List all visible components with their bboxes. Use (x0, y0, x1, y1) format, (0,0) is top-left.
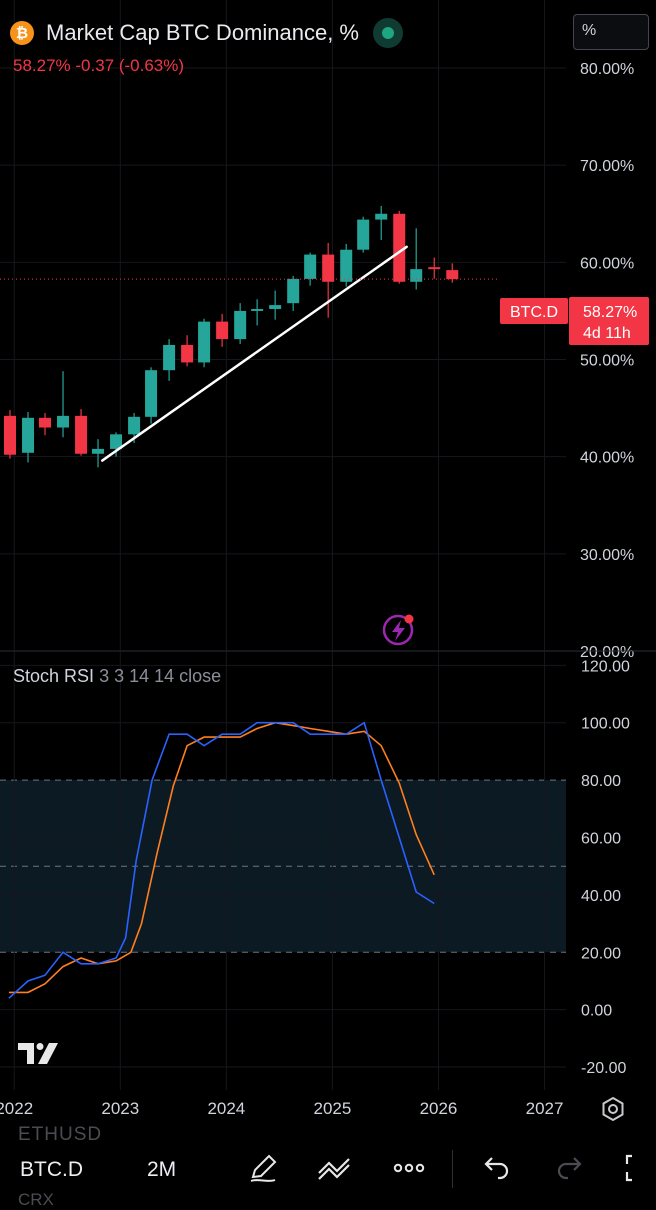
price-axis[interactable]: 80.00% 70.00% 60.00% 50.00% 40.00% 30.00% 20.0… (580, 61, 634, 661)
candle (22, 411, 35, 463)
price-tag (569, 297, 649, 345)
candle (251, 299, 264, 326)
time-tick-label: 2024 (207, 1099, 245, 1118)
candle (428, 257, 441, 279)
fullscreen-icon[interactable] (622, 1150, 656, 1186)
price-candles (4, 205, 459, 468)
settings-icon[interactable] (600, 1096, 626, 1122)
candle (198, 318, 211, 368)
trendline-drawing[interactable] (101, 245, 408, 462)
candle (269, 290, 282, 320)
candle (375, 205, 388, 240)
candle (4, 410, 16, 459)
price-tag-countdown: 4d 11h (583, 325, 631, 342)
stoch-lines (8, 721, 435, 999)
scale-button[interactable]: % (573, 14, 649, 50)
time-tick-label: 2022 (0, 1099, 33, 1118)
price-tick-label: 60.00% (580, 255, 634, 272)
price-tick-label: 40.00% (580, 450, 634, 467)
price-grid (0, 0, 566, 652)
candle (393, 210, 406, 284)
candle (234, 303, 247, 344)
indicator-tick-label: 80.00 (581, 773, 621, 790)
indicator-legend[interactable]: Stoch RSI 3 3 14 14 close (13, 666, 221, 687)
symbol-tag (500, 298, 568, 324)
redo-icon[interactable] (552, 1150, 588, 1186)
interval-button[interactable]: 2M (147, 1158, 177, 1181)
candle (340, 243, 353, 287)
price-tick-label: 80.00% (580, 61, 634, 78)
candle (357, 216, 370, 253)
price-tick-label: 20.00% (580, 644, 634, 661)
price-tick-label: 50.00% (580, 353, 634, 370)
candle (92, 439, 105, 468)
candle (39, 412, 51, 436)
candle (446, 263, 459, 283)
trendline[interactable] (101, 245, 408, 462)
pencil-icon[interactable] (245, 1150, 281, 1186)
candle (163, 339, 176, 381)
peek-symbol-above: ETHUSD (18, 1124, 103, 1145)
time-tick-label: 2023 (101, 1099, 139, 1118)
peek-symbol-below: CRX (18, 1190, 54, 1209)
stoch-band-fill (0, 780, 566, 953)
candle (57, 371, 70, 438)
symbol-tag-text: BTC.D (510, 304, 558, 321)
price-tick-label: 70.00% (580, 158, 634, 175)
candle (322, 242, 335, 318)
bitcoin-icon: ₿ (10, 21, 34, 45)
tradingview-logo (18, 1043, 58, 1064)
time-tick-label: 2027 (526, 1099, 564, 1118)
chart-header: ₿ Market Cap BTC Dominance, % (10, 18, 403, 48)
stoch-line-d (8, 721, 435, 994)
time-tick-label: 2026 (420, 1099, 458, 1118)
indicator-tick-label: 120.00 (581, 658, 630, 675)
undo-icon[interactable] (478, 1150, 514, 1186)
indicator-params: 3 3 14 14 close (99, 666, 222, 686)
candle (410, 228, 423, 290)
price-change: 58.27% -0.37 (-0.63%) (13, 56, 185, 75)
candle (287, 275, 300, 311)
indicator-tick-label: 40.00 (581, 888, 621, 905)
candle (216, 313, 229, 347)
live-status-icon (373, 18, 403, 48)
candle (304, 252, 317, 286)
candle (110, 432, 123, 457)
stoch-band (0, 779, 566, 953)
indicator-tick-label: 0.00 (581, 1003, 612, 1020)
indicator-tick-label: 60.00 (581, 831, 621, 848)
chart-title[interactable]: Market Cap BTC Dominance, % (46, 20, 359, 45)
indicator-name: Stoch RSI (13, 666, 95, 686)
lightning-alert-icon[interactable] (382, 614, 414, 646)
price-tag-value: 58.27% (583, 304, 637, 321)
toolbar-separator (452, 1150, 453, 1188)
indicator-tick-label: 100.00 (581, 716, 630, 733)
more-icon[interactable] (391, 1150, 427, 1186)
time-tick-label: 2025 (314, 1099, 352, 1118)
price-label: BTC.D 58.27% 4d 11h (500, 297, 649, 345)
candle (145, 367, 158, 424)
indicator-tick-label: 20.00 (581, 945, 621, 962)
time-axis[interactable]: 2022 2023 2024 2025 2026 2027 (0, 1099, 563, 1118)
price-tick-label: 30.00% (580, 547, 634, 564)
indicator-tick-label: -20.00 (581, 1060, 626, 1077)
indicator-axis[interactable]: 120.00 100.00 80.00 60.00 40.00 20.00 0.00 -20.… (581, 658, 630, 1077)
symbol-button[interactable]: BTC.D (20, 1158, 83, 1181)
candle (181, 335, 194, 367)
trendline-icon[interactable] (316, 1150, 352, 1186)
stoch-line-k (8, 721, 435, 999)
candle (75, 409, 88, 456)
